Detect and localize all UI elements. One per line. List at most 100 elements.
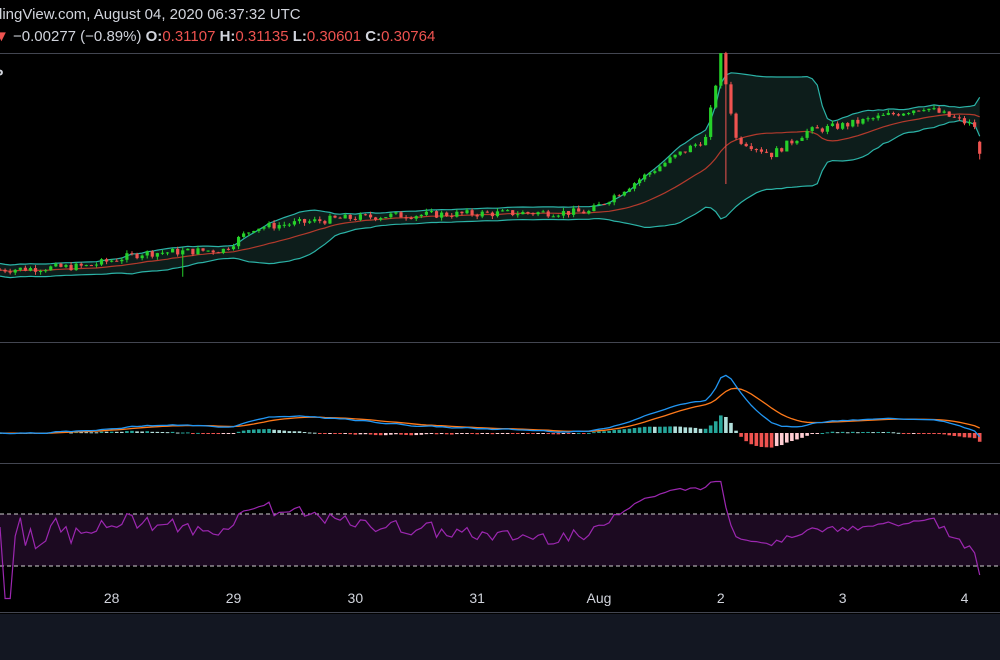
macd-histogram-bar — [536, 433, 540, 434]
macd-pane[interactable] — [0, 374, 982, 448]
macd-histogram-bar — [196, 432, 200, 434]
candle-body — [44, 270, 48, 272]
time-axis[interactable]: 28 29 30 31 Aug 2 3 4 — [104, 590, 969, 606]
candle-body — [962, 118, 967, 124]
candle-body — [221, 248, 225, 253]
candle-body — [328, 215, 332, 224]
candle-body — [830, 123, 835, 127]
candle — [115, 258, 119, 262]
macd-histogram-bar — [688, 427, 693, 433]
macd-histogram-bar — [74, 432, 78, 434]
candle — [150, 250, 154, 259]
candle-body — [450, 215, 454, 217]
candle-body — [536, 212, 540, 215]
candle-body — [277, 225, 281, 229]
macd-histogram-bar — [622, 429, 627, 433]
candle-body — [592, 205, 596, 211]
candle — [465, 208, 469, 215]
candle-body — [932, 108, 936, 110]
macd-histogram-bar — [678, 426, 683, 433]
candle-body — [922, 110, 926, 112]
candle — [64, 263, 68, 269]
candle — [44, 268, 48, 273]
candle — [506, 209, 510, 212]
macd-histogram-bar — [866, 431, 870, 433]
macd-histogram-bar — [490, 433, 495, 435]
candle-body — [104, 259, 109, 262]
candle — [973, 119, 977, 130]
candle-body — [810, 127, 814, 132]
candle-body — [947, 111, 951, 117]
macd-histogram-bar — [363, 433, 368, 435]
macd-histogram-bar — [734, 430, 738, 433]
candle-body — [110, 260, 114, 262]
candle-body — [795, 140, 799, 144]
candle-body — [318, 219, 322, 222]
macd-histogram-bar — [378, 433, 383, 436]
candle — [455, 209, 459, 218]
candle — [242, 231, 246, 238]
candle-body — [394, 212, 398, 214]
candle — [759, 147, 764, 154]
candle-body — [414, 216, 418, 219]
candle-body — [714, 85, 718, 108]
candle — [932, 105, 936, 111]
candle-body — [358, 214, 363, 220]
macd-histogram-bar — [759, 433, 764, 447]
macd-histogram-bar — [739, 433, 743, 437]
candle-body — [455, 211, 459, 217]
candle — [648, 172, 652, 178]
macd-histogram-bar — [561, 433, 566, 434]
candle — [110, 259, 114, 263]
macd-histogram-bar — [779, 433, 784, 446]
candle-body — [546, 211, 550, 217]
candle-body — [242, 233, 246, 237]
candle-body — [196, 248, 200, 255]
candle — [49, 265, 53, 271]
macd-histogram-bar — [84, 432, 89, 434]
macd-histogram-bar — [389, 433, 393, 435]
candle — [714, 84, 718, 109]
candle-body — [170, 248, 175, 253]
macd-histogram-bar — [231, 433, 236, 434]
macd-histogram-bar — [480, 433, 485, 434]
price-pane-divider[interactable] — [0, 342, 1000, 343]
macd-histogram-bar — [805, 433, 809, 436]
rsi-pane[interactable] — [0, 480, 1000, 600]
macd-histogram-bar — [790, 433, 794, 442]
candle-body — [247, 232, 251, 234]
candle — [39, 269, 43, 275]
candle-body — [125, 253, 129, 260]
time-axis-label: 2 — [717, 590, 725, 606]
candle — [917, 110, 921, 112]
macd-histogram-bar — [368, 433, 373, 435]
high-label: H: — [219, 28, 236, 45]
macd-histogram-bar — [252, 429, 256, 433]
candle — [292, 218, 297, 227]
rsi-band-fill — [0, 514, 1000, 566]
macd-histogram-bar — [394, 433, 398, 435]
macd-histogram-bar — [967, 433, 972, 438]
candle — [572, 205, 576, 218]
macd-histogram-bar — [69, 432, 73, 434]
candle — [201, 248, 205, 252]
candle-body — [181, 250, 185, 255]
candle-body — [643, 174, 647, 180]
macd-pane-divider[interactable] — [0, 463, 1000, 464]
candle — [521, 210, 525, 215]
candle-body — [89, 265, 93, 267]
macd-histogram-bar — [830, 431, 835, 433]
candle-body — [0, 269, 2, 271]
candle-body — [846, 123, 850, 127]
macd-histogram-bar — [820, 432, 825, 434]
macd-histogram-bar — [906, 433, 911, 434]
candle-body — [511, 210, 515, 216]
candle-body — [13, 269, 17, 273]
candle-body — [490, 212, 494, 217]
candle — [967, 119, 972, 126]
macd-histogram-bar — [449, 433, 454, 435]
macd-histogram-bar — [850, 431, 855, 433]
macd-histogram-bar — [526, 433, 530, 434]
price-pane[interactable] — [0, 51, 982, 279]
